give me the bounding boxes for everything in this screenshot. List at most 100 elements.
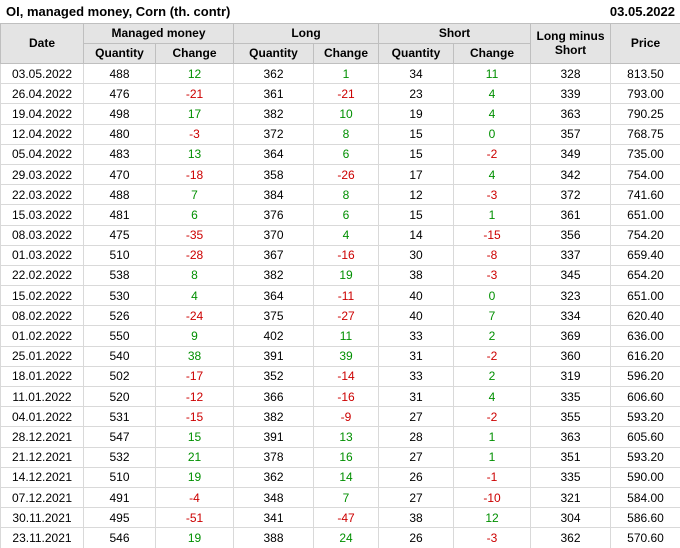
short-change-cell: 7 [453, 305, 532, 327]
table-row: 23.11.2021 546 19 388 24 26 -3 362 570.60 [0, 527, 680, 548]
long-change-cell: -47 [312, 507, 380, 529]
price-cell: 570.60 [610, 527, 680, 548]
managed-money-quantity-cell: 530 [83, 285, 156, 307]
managed-money-quantity-cell: 470 [83, 163, 156, 186]
managed-money-change-cell: -35 [155, 224, 234, 246]
table-row: 07.12.2021 491 -4 348 7 27 -10 321 584.00 [0, 486, 680, 509]
long-quantity-cell: 372 [233, 123, 314, 145]
short-change-cell: 0 [453, 285, 532, 307]
long-change-cell: 13 [312, 426, 380, 448]
column-header-short-change: Change [453, 43, 532, 64]
managed-money-quantity-cell: 540 [83, 345, 156, 367]
date-cell: 22.03.2022 [0, 184, 84, 206]
long-change-cell: 11 [312, 325, 380, 347]
short-quantity-cell: 40 [378, 305, 455, 327]
short-quantity-cell: 34 [378, 62, 455, 85]
managed-money-quantity-cell: 531 [83, 406, 156, 428]
managed-money-quantity-cell: 550 [83, 325, 156, 347]
price-cell: 793.00 [610, 83, 680, 105]
long-quantity-cell: 341 [233, 507, 314, 529]
price-cell: 616.20 [610, 345, 680, 367]
short-change-cell: 4 [453, 385, 532, 408]
long-minus-short-cell: 345 [530, 264, 612, 287]
short-quantity-cell: 33 [378, 365, 455, 388]
managed-money-change-cell: 19 [155, 466, 234, 488]
short-change-cell: 2 [453, 325, 532, 347]
short-change-cell: -3 [453, 527, 532, 548]
long-change-cell: 6 [312, 143, 380, 165]
short-quantity-cell: 30 [378, 244, 455, 266]
price-cell: 659.40 [610, 244, 680, 266]
managed-money-change-cell: 12 [155, 62, 234, 85]
short-change-cell: 1 [453, 426, 532, 448]
long-change-cell: -11 [312, 285, 380, 307]
managed-money-quantity-cell: 526 [83, 305, 156, 327]
date-cell: 18.01.2022 [0, 365, 84, 388]
long-minus-short-cell: 342 [530, 163, 612, 186]
price-cell: 605.60 [610, 426, 680, 448]
date-cell: 14.12.2021 [0, 466, 84, 488]
column-header-long-quantity: Quantity [233, 43, 314, 64]
long-change-cell: -21 [312, 83, 380, 105]
long-change-cell: 39 [312, 345, 380, 367]
short-quantity-cell: 31 [378, 345, 455, 367]
managed-money-change-cell: 9 [155, 325, 234, 347]
managed-money-quantity-cell: 520 [83, 385, 156, 408]
managed-money-change-cell: -18 [155, 163, 234, 186]
price-cell: 584.00 [610, 486, 680, 509]
price-cell: 654.20 [610, 264, 680, 287]
short-change-cell: 11 [453, 62, 532, 85]
managed-money-change-cell: -24 [155, 305, 234, 327]
long-quantity-cell: 370 [233, 224, 314, 246]
short-change-cell: 2 [453, 365, 532, 388]
short-change-cell: 12 [453, 507, 532, 529]
date-cell: 01.03.2022 [0, 244, 84, 266]
price-cell: 620.40 [610, 305, 680, 327]
managed-money-change-cell: 38 [155, 345, 234, 367]
short-quantity-cell: 26 [378, 527, 455, 548]
long-minus-short-cell: 323 [530, 285, 612, 307]
long-minus-short-cell: 372 [530, 184, 612, 206]
managed-money-quantity-cell: 532 [83, 446, 156, 468]
managed-money-change-cell: 21 [155, 446, 234, 468]
long-change-cell: -9 [312, 406, 380, 428]
column-header-long-change: Change [312, 43, 380, 64]
date-cell: 21.12.2021 [0, 446, 84, 468]
table-row: 12.04.2022 480 -3 372 8 15 0 357 768.75 [0, 123, 680, 145]
column-header-short: Short [378, 23, 532, 44]
date-cell: 08.03.2022 [0, 224, 84, 246]
date-cell: 07.12.2021 [0, 486, 84, 509]
date-cell: 30.11.2021 [0, 507, 84, 529]
short-quantity-cell: 14 [378, 224, 455, 246]
long-change-cell: 6 [312, 204, 380, 226]
short-quantity-cell: 33 [378, 325, 455, 347]
long-quantity-cell: 364 [233, 143, 314, 165]
short-change-cell: 4 [453, 163, 532, 186]
table-row: 22.03.2022 488 7 384 8 12 -3 372 741.60 [0, 184, 680, 206]
long-quantity-cell: 402 [233, 325, 314, 347]
short-quantity-cell: 40 [378, 285, 455, 307]
managed-money-change-cell: 4 [155, 285, 234, 307]
managed-money-quantity-cell: 495 [83, 507, 156, 529]
short-quantity-cell: 15 [378, 143, 455, 165]
column-header-managed-money: Managed money [83, 23, 234, 44]
managed-money-quantity-cell: 546 [83, 527, 156, 548]
long-minus-short-cell: 335 [530, 466, 612, 488]
table-row: 15.03.2022 481 6 376 6 15 1 361 651.00 [0, 204, 680, 226]
column-header-price: Price [610, 23, 680, 64]
column-header-short-quantity: Quantity [378, 43, 455, 64]
table-row: 04.01.2022 531 -15 382 -9 27 -2 355 593.20 [0, 406, 680, 428]
managed-money-quantity-cell: 488 [83, 62, 156, 85]
short-quantity-cell: 23 [378, 83, 455, 105]
table-row: 05.04.2022 483 13 364 6 15 -2 349 735.00 [0, 143, 680, 165]
long-change-cell: -16 [312, 385, 380, 408]
managed-money-change-cell: -17 [155, 365, 234, 388]
long-change-cell: -26 [312, 163, 380, 186]
managed-money-quantity-cell: 483 [83, 143, 156, 165]
long-quantity-cell: 382 [233, 264, 314, 287]
table-row: 11.01.2022 520 -12 366 -16 31 4 335 606.60 [0, 385, 680, 408]
table-row: 19.04.2022 498 17 382 10 19 4 363 790.25 [0, 103, 680, 125]
long-quantity-cell: 367 [233, 244, 314, 266]
table-row: 08.03.2022 475 -35 370 4 14 -15 356 754.20 [0, 224, 680, 246]
short-change-cell: -15 [453, 224, 532, 246]
